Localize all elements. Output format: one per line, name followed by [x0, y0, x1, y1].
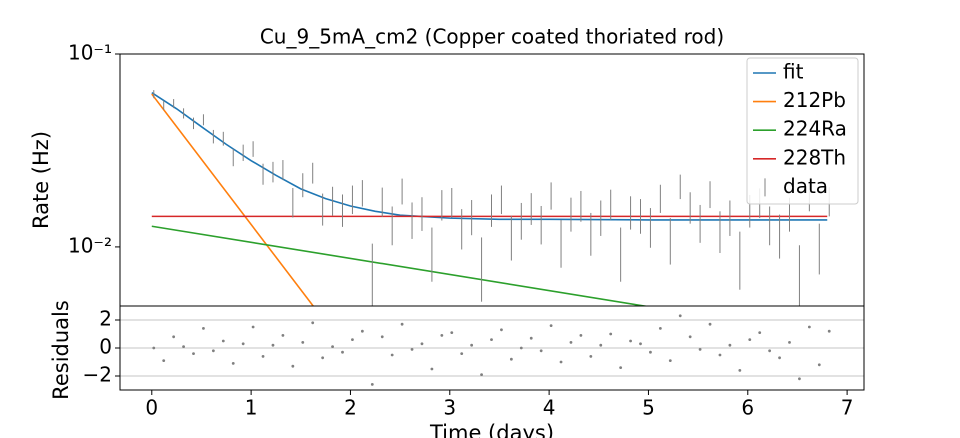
point — [261, 355, 265, 358]
point — [708, 322, 712, 326]
legend-label: 212Pb — [783, 88, 846, 112]
point — [500, 328, 503, 332]
x-tick-label: 6 — [741, 396, 754, 420]
point — [480, 373, 483, 376]
y-tick-label: 10⁻¹ — [68, 41, 112, 65]
point — [281, 334, 285, 337]
point — [649, 350, 652, 354]
point — [410, 348, 414, 351]
point — [321, 356, 325, 360]
point — [380, 335, 384, 339]
point — [748, 338, 752, 341]
x-tick-label: 2 — [344, 396, 357, 420]
point — [519, 346, 523, 350]
point — [460, 352, 464, 355]
point — [301, 341, 305, 344]
point — [370, 383, 374, 386]
point — [827, 329, 831, 333]
x-axis-label: Time (days) — [429, 421, 554, 438]
point — [579, 334, 583, 337]
x-tick-label: 0 — [145, 396, 158, 420]
point — [509, 357, 513, 361]
point — [539, 349, 543, 353]
point — [331, 345, 334, 348]
point — [688, 335, 692, 339]
y-tick-label: 10⁻² — [68, 233, 112, 257]
point — [768, 349, 772, 353]
point — [668, 359, 672, 362]
legend-label: data — [783, 174, 828, 198]
y-axis-label: Residuals — [49, 300, 73, 400]
point — [559, 360, 563, 364]
point — [351, 338, 354, 341]
point — [360, 329, 364, 333]
legend-label: fit — [783, 60, 804, 84]
point — [221, 339, 225, 343]
point — [788, 341, 791, 344]
point — [619, 366, 623, 369]
point — [798, 377, 801, 381]
point — [639, 342, 642, 346]
point — [241, 342, 245, 346]
point — [549, 324, 553, 327]
axes-frame — [119, 305, 865, 391]
x-tick-label: 3 — [443, 396, 456, 420]
line — [151, 92, 828, 221]
legend-box — [746, 57, 859, 205]
point — [172, 335, 176, 339]
plot-area — [151, 90, 830, 306]
point — [609, 332, 613, 336]
point — [599, 343, 603, 347]
line — [151, 93, 315, 306]
point — [529, 336, 533, 340]
point — [569, 341, 573, 344]
point — [152, 346, 156, 350]
point — [211, 349, 215, 353]
point — [450, 331, 454, 334]
x-tick-label: 5 — [642, 396, 655, 420]
x-tick-label: 1 — [245, 396, 258, 420]
point — [589, 355, 593, 358]
point — [311, 321, 315, 325]
point — [470, 343, 474, 347]
line — [151, 225, 649, 306]
point — [440, 334, 444, 337]
point — [231, 362, 235, 365]
point — [271, 343, 275, 347]
point — [728, 343, 732, 347]
point — [251, 325, 255, 329]
plot-area — [120, 314, 864, 386]
point — [192, 352, 195, 355]
point — [182, 345, 185, 348]
point — [162, 359, 166, 362]
legend-label: 224Ra — [783, 117, 847, 141]
point — [629, 339, 632, 343]
y-axis-label: Rate (Hz) — [29, 131, 53, 229]
chart-title: Cu_9_5mA_cm2 (Copper coated thoriated ro… — [260, 25, 724, 49]
point — [658, 327, 662, 330]
point — [718, 353, 722, 357]
point — [778, 356, 781, 360]
point — [758, 331, 762, 334]
point — [341, 350, 344, 354]
point — [390, 353, 394, 357]
point — [400, 322, 404, 326]
point — [430, 367, 434, 371]
x-tick-label: 7 — [841, 396, 854, 420]
y-tick-label: 2 — [99, 307, 112, 331]
point — [291, 364, 295, 368]
point — [698, 348, 702, 351]
point — [817, 363, 821, 367]
y-tick-label: −2 — [83, 363, 112, 387]
point — [678, 314, 682, 318]
x-tick-label: 4 — [543, 396, 556, 420]
point — [202, 327, 205, 330]
point — [738, 369, 742, 372]
point — [490, 338, 493, 341]
point — [420, 342, 424, 346]
point — [807, 325, 811, 329]
legend-label: 228Th — [783, 145, 846, 169]
y-tick-label: 0 — [99, 335, 112, 359]
